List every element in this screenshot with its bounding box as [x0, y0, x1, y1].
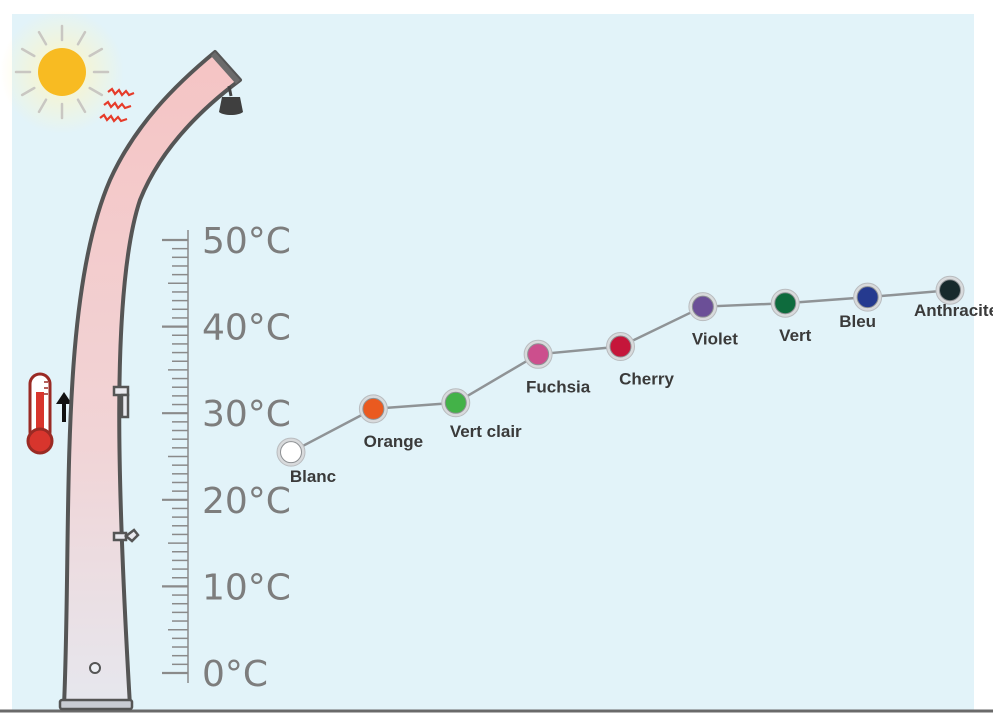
data-label: Blanc: [290, 467, 336, 486]
data-point: [444, 391, 467, 414]
tap-icon: [112, 385, 140, 543]
sun-ray: [76, 30, 87, 46]
data-label: Vert: [779, 326, 811, 345]
data-point: [939, 279, 961, 302]
data-point: [774, 292, 797, 315]
data-point: [280, 441, 302, 464]
data-label: Bleu: [839, 312, 876, 331]
data-label: Orange: [364, 432, 424, 451]
y-tick-label: 20°C: [202, 481, 291, 522]
data-label: Violet: [692, 330, 738, 349]
data-label: Cherry: [619, 370, 674, 389]
solar-shower-illustration: [58, 50, 242, 711]
shower-head-icon: [219, 85, 243, 115]
arrow-up-icon: [56, 392, 72, 422]
sun-ray: [20, 47, 36, 58]
y-tick-label: 10°C: [202, 567, 291, 608]
sun-ray: [37, 98, 48, 114]
data-point: [362, 397, 385, 420]
data-point: [527, 343, 550, 366]
sun-icon: [0, 10, 124, 134]
sun-ray: [88, 47, 104, 58]
data-point: [609, 335, 632, 358]
data-points: [276, 275, 965, 467]
sun-ray: [88, 86, 104, 97]
data-label: Anthracite: [914, 301, 993, 320]
data-point: [691, 295, 714, 318]
point-labels: Blanc Orange Vert clair Fuchsia Cherry Violet…: [290, 301, 993, 486]
y-tick-label: 30°C: [202, 394, 291, 435]
sun-ray: [37, 30, 48, 46]
data-label: Vert clair: [450, 422, 522, 441]
y-axis-tick-labels: 0°C 10°C 20°C 30°C 40°C 50°C: [202, 221, 291, 695]
sun-ray: [76, 98, 87, 114]
y-tick-label: 40°C: [202, 308, 291, 349]
data-point: [856, 286, 879, 309]
thermometer-icon: [26, 372, 54, 455]
data-label: Fuchsia: [526, 377, 591, 396]
y-tick-label: 50°C: [202, 221, 291, 262]
heat-rays-icon: [99, 87, 135, 123]
temperature-scale: [162, 230, 189, 683]
sun-ray: [20, 86, 36, 97]
y-tick-label: 0°C: [202, 654, 268, 695]
